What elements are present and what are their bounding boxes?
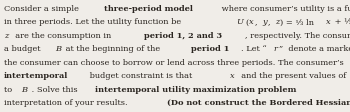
Text: x: x xyxy=(249,18,254,26)
Text: intertemporal: intertemporal xyxy=(4,72,69,80)
Text: budget constraint is that: budget constraint is that xyxy=(87,72,198,80)
Text: in three periods. Let the utility function be: in three periods. Let the utility functi… xyxy=(4,18,184,26)
Text: to: to xyxy=(4,86,18,94)
Text: x: x xyxy=(230,72,235,80)
Text: (: ( xyxy=(245,18,248,26)
Text: and the present values of: and the present values of xyxy=(236,72,350,80)
Text: z: z xyxy=(4,32,8,40)
Text: ”  denote a market interest rate at which: ” denote a market interest rate at which xyxy=(279,45,350,53)
Text: ,: , xyxy=(268,18,273,26)
Text: Consider a simple: Consider a simple xyxy=(4,5,82,13)
Text: U: U xyxy=(236,18,243,26)
Text: are the consumption in: are the consumption in xyxy=(10,32,114,40)
Text: where consumer’s utility is a function of consumption: where consumer’s utility is a function o… xyxy=(219,5,350,13)
Text: , respectively. The consumer is also endowed with: , respectively. The consumer is also end… xyxy=(245,32,350,40)
Text: interpretation of your results.: interpretation of your results. xyxy=(4,99,131,107)
Text: period 1: period 1 xyxy=(191,45,230,53)
Text: + ½ ln: + ½ ln xyxy=(332,18,350,26)
Text: . Solve this: . Solve this xyxy=(29,86,81,94)
Text: ,: , xyxy=(256,18,261,26)
Text: at the beginning of the: at the beginning of the xyxy=(63,45,162,53)
Text: ) = ⅓ ln: ) = ⅓ ln xyxy=(280,18,316,26)
Text: the consumer can choose to borrow or lend across three periods. The consumer’s: the consumer can choose to borrow or len… xyxy=(4,59,344,67)
Text: r: r xyxy=(274,45,278,53)
Text: x: x xyxy=(327,18,331,26)
Text: a budget: a budget xyxy=(4,45,43,53)
Text: . Let “: . Let “ xyxy=(241,45,266,53)
Text: z: z xyxy=(275,18,279,26)
Text: B: B xyxy=(21,86,28,94)
Text: intertemporal utility maximization problem: intertemporal utility maximization probl… xyxy=(96,86,297,94)
Text: period 1, 2 and 3: period 1, 2 and 3 xyxy=(144,32,222,40)
Text: B: B xyxy=(55,45,61,53)
Text: three-period model: three-period model xyxy=(104,5,193,13)
Text: y: y xyxy=(262,18,267,26)
Text: (Do not construct the Bordered Hessian matrix): (Do not construct the Bordered Hessian m… xyxy=(167,99,350,107)
